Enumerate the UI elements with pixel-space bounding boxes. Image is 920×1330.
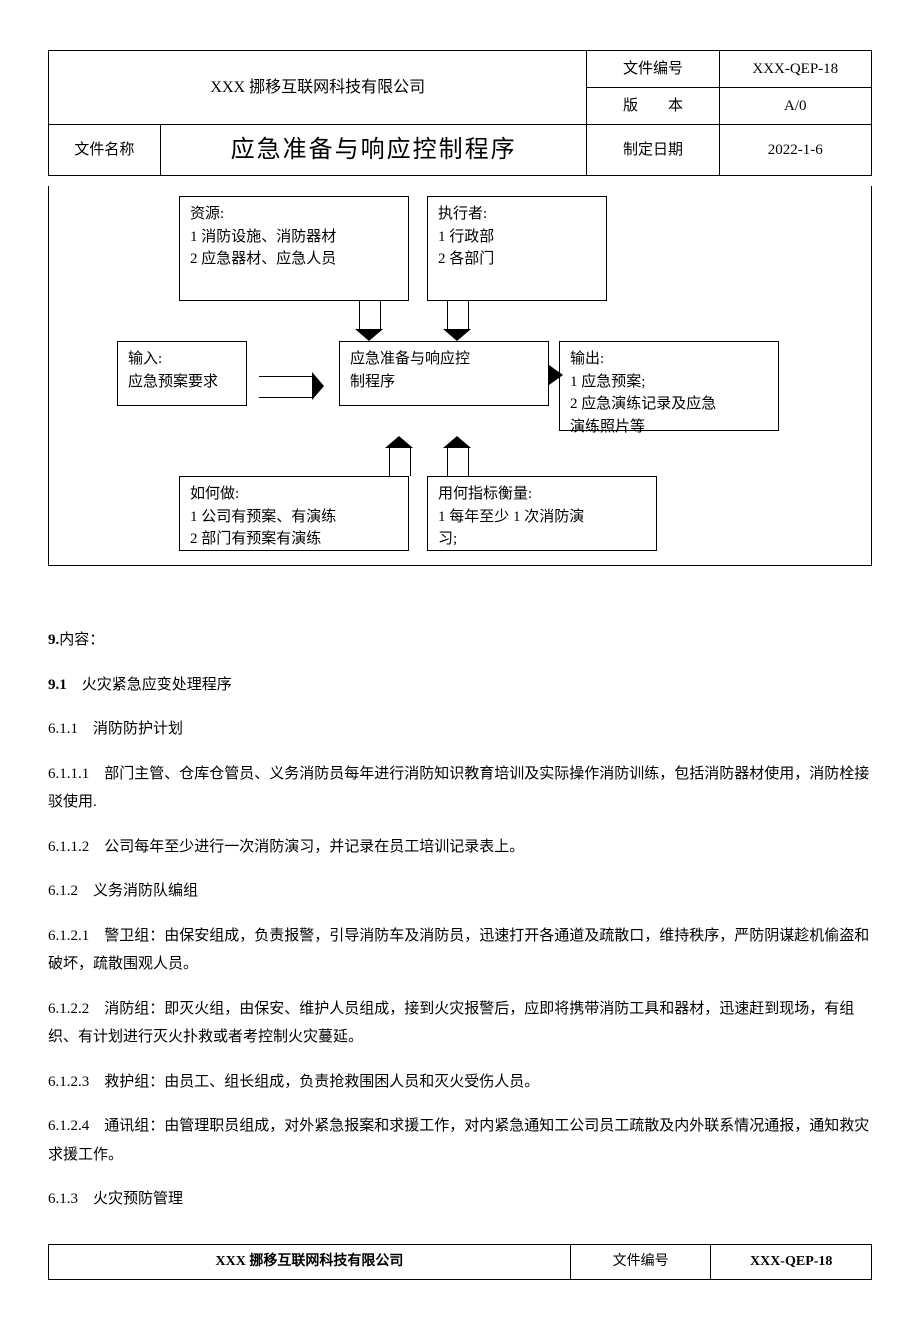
metrics-box: 用何指标衡量: 1 每年至少 1 次消防演 习; [427, 476, 657, 551]
footer-company: XXX 挪移互联网科技有限公司 [49, 1244, 571, 1279]
section-6-1-1: 6.1.1 消防防护计划 [48, 715, 872, 744]
content-section: 9.内容： 9.1 火灾紧急应变处理程序 6.1.1 消防防护计划 6.1.1.… [48, 626, 872, 1214]
date-label: 制定日期 [587, 125, 719, 176]
input-line1: 应急预案要求 [128, 371, 236, 394]
center-line2: 制程序 [350, 371, 538, 394]
footer-table: XXX 挪移互联网科技有限公司 文件编号 XXX-QEP-18 [48, 1244, 872, 1280]
resources-line2: 2 应急器材、应急人员 [190, 248, 398, 271]
output-line1: 1 应急预案; [570, 371, 768, 394]
output-line2: 2 应急演练记录及应急 [570, 393, 768, 416]
metrics-title: 用何指标衡量: [438, 483, 646, 506]
howto-box: 如何做: 1 公司有预案、有演练 2 部门有预案有演练 [179, 476, 409, 551]
arrow-right-icon [549, 361, 564, 389]
footer-doc-no: XXX-QEP-18 [711, 1244, 872, 1279]
section-6-1-2-3: 6.1.2.3 救护组：由员工、组长组成，负责抢救围困人员和灭火受伤人员。 [48, 1068, 872, 1097]
section-6-1-1-2: 6.1.1.2 公司每年至少进行一次消防演习，并记录在员工培训记录表上。 [48, 833, 872, 862]
center-box: 应急准备与响应控 制程序 [339, 341, 549, 406]
doc-no-label: 文件编号 [587, 51, 719, 88]
howto-title: 如何做: [190, 483, 398, 506]
output-line3: 演练照片等 [570, 416, 768, 439]
metrics-line1: 1 每年至少 1 次消防演 [438, 506, 646, 529]
howto-line2: 2 部门有预案有演练 [190, 528, 398, 551]
footer-doc-no-label: 文件编号 [570, 1244, 711, 1279]
doc-no-value: XXX-QEP-18 [719, 51, 871, 88]
flowchart-diagram: 资源: 1 消防设施、消防器材 2 应急器材、应急人员 执行者: 1 行政部 2… [48, 186, 872, 566]
howto-line1: 1 公司有预案、有演练 [190, 506, 398, 529]
input-box: 输入: 应急预案要求 [117, 341, 247, 406]
resources-box: 资源: 1 消防设施、消防器材 2 应急器材、应急人员 [179, 196, 409, 301]
section-6-1-2: 6.1.2 义务消防队编组 [48, 877, 872, 906]
version-label: 版 本 [587, 88, 719, 125]
input-title: 输入: [128, 348, 236, 371]
resources-title: 资源: [190, 203, 398, 226]
date-value: 2022-1-6 [719, 125, 871, 176]
section-6-1-1-1: 6.1.1.1 部门主管、仓库仓管员、义务消防员每年进行消防知识教育培训及实际操… [48, 760, 872, 817]
section-6-1-2-1: 6.1.2.1 警卫组：由保安组成，负责报警，引导消防车及消防员，迅速打开各通道… [48, 922, 872, 979]
resources-line1: 1 消防设施、消防器材 [190, 226, 398, 249]
document-title: 应急准备与响应控制程序 [160, 125, 587, 176]
header-table: XXX 挪移互联网科技有限公司 文件编号 XXX-QEP-18 版 本 A/0 … [48, 50, 872, 176]
metrics-line2: 习; [438, 528, 646, 551]
executor-line2: 2 各部门 [438, 248, 596, 271]
output-title: 输出: [570, 348, 768, 371]
output-box: 输出: 1 应急预案; 2 应急演练记录及应急 演练照片等 [559, 341, 779, 431]
company-name: XXX 挪移互联网科技有限公司 [49, 51, 587, 125]
file-name-label: 文件名称 [49, 125, 161, 176]
section-9: 9.内容： [48, 626, 872, 655]
section-9-1: 9.1 火灾紧急应变处理程序 [48, 671, 872, 700]
section-6-1-3: 6.1.3 火灾预防管理 [48, 1185, 872, 1214]
executor-line1: 1 行政部 [438, 226, 596, 249]
version-value: A/0 [719, 88, 871, 125]
center-line1: 应急准备与响应控 [350, 348, 538, 371]
section-6-1-2-2: 6.1.2.2 消防组：即灭火组，由保安、维护人员组成，接到火灾报警后，应即将携… [48, 995, 872, 1052]
section-6-1-2-4: 6.1.2.4 通讯组：由管理职员组成，对外紧急报案和求援工作，对内紧急通知工公… [48, 1112, 872, 1169]
executor-box: 执行者: 1 行政部 2 各部门 [427, 196, 607, 301]
executor-title: 执行者: [438, 203, 596, 226]
